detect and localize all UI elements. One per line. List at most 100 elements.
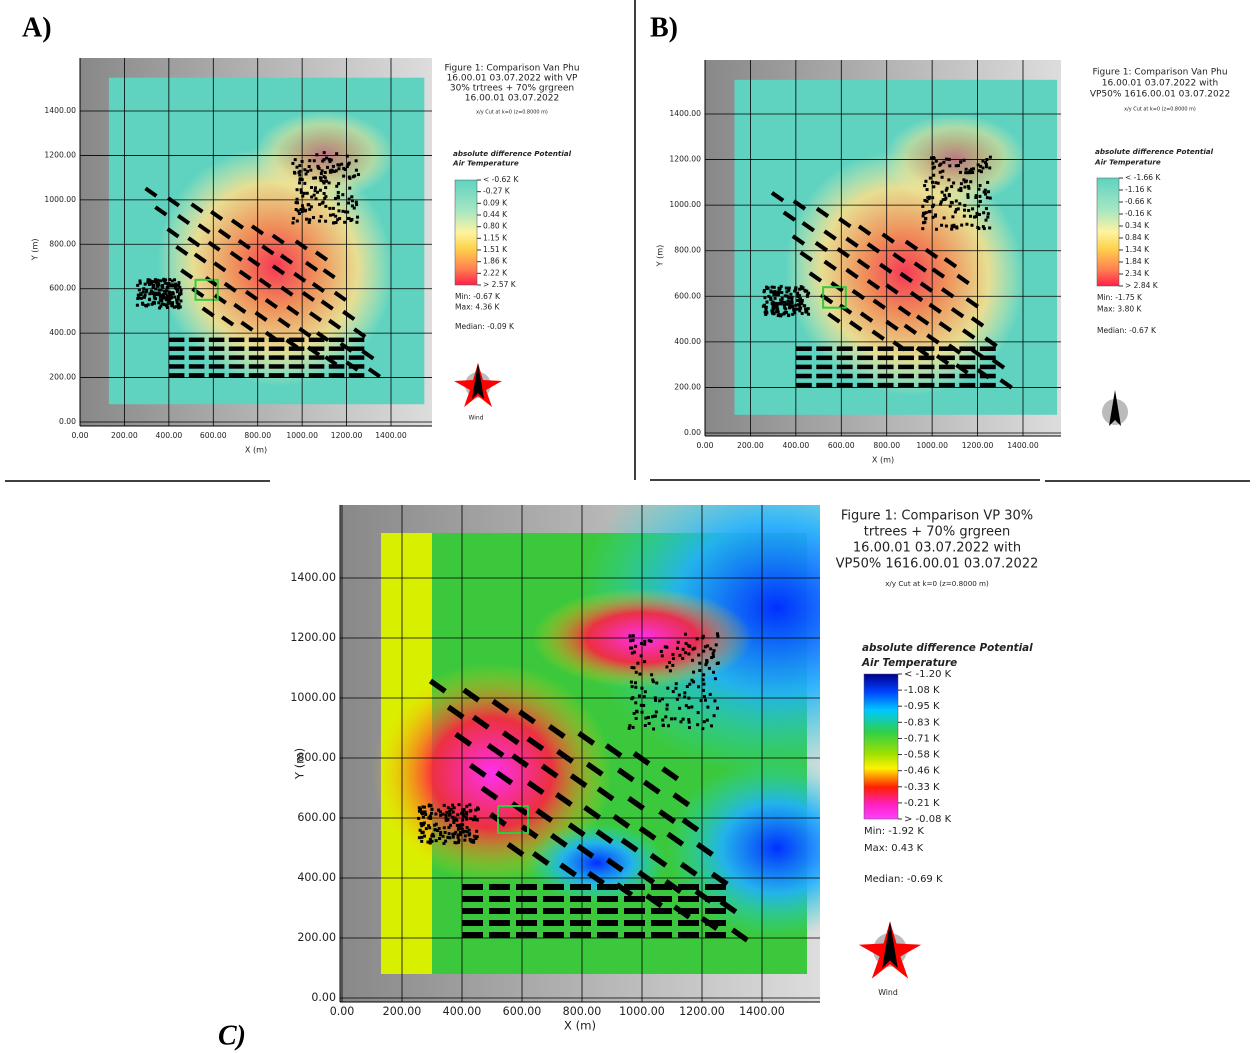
tree-block: [473, 835, 476, 838]
cut-info: x/y Cut at k=0 (z=0.8000 m): [1124, 107, 1196, 113]
tree-block: [630, 646, 633, 649]
legend-label: 0.84 K: [1125, 233, 1150, 242]
tree-block: [139, 279, 142, 282]
tree-block: [162, 278, 165, 281]
tree-block: [687, 718, 690, 721]
tree-block: [925, 211, 928, 214]
building: [329, 364, 345, 368]
legend-label: > 2.84 K: [1125, 281, 1159, 290]
building: [570, 896, 591, 902]
tree-block: [788, 287, 791, 290]
tree-block: [303, 168, 306, 171]
building: [229, 346, 245, 350]
tree-block: [666, 687, 669, 690]
tree-block: [774, 297, 777, 300]
tree-block: [157, 301, 160, 304]
tree-block: [420, 836, 423, 839]
building: [857, 383, 873, 388]
tree-block: [320, 177, 323, 180]
building: [878, 356, 894, 361]
tree-block: [337, 167, 340, 170]
tree-block: [687, 706, 690, 709]
tree-block: [963, 209, 966, 212]
building: [980, 383, 996, 388]
building: [980, 374, 996, 379]
legend-label: 0.09 K: [483, 198, 508, 207]
x-tick-label: 800.00: [873, 441, 900, 450]
tree-block: [434, 812, 437, 815]
building: [837, 346, 853, 351]
tree-block: [677, 641, 680, 644]
building: [516, 920, 537, 926]
tree-block: [296, 198, 299, 201]
tree-block: [989, 197, 992, 200]
building: [249, 364, 265, 368]
tree-block: [428, 804, 431, 807]
building: [169, 355, 185, 359]
tree-block: [928, 197, 931, 200]
building: [597, 896, 618, 902]
legend-label: -0.71 K: [904, 733, 940, 744]
building: [169, 346, 185, 350]
building: [878, 383, 894, 388]
tree-block: [683, 691, 686, 694]
tree-block: [422, 823, 425, 826]
tree-block: [633, 651, 636, 654]
building: [249, 373, 265, 377]
tree-block: [632, 726, 635, 729]
building: [939, 383, 955, 388]
tree-block: [444, 840, 447, 843]
tree-block: [780, 313, 783, 316]
tree-block: [783, 306, 786, 309]
tree-block: [771, 302, 774, 305]
building: [309, 355, 325, 359]
legend-label: -0.27 K: [483, 187, 511, 196]
tree-block: [176, 300, 179, 303]
tree-block: [636, 662, 639, 665]
tree-block: [468, 834, 471, 837]
tree-block: [318, 203, 321, 206]
building: [169, 364, 185, 368]
legend-title: Air Temperature: [452, 159, 519, 168]
building: [309, 338, 325, 342]
tree-block: [418, 836, 421, 839]
tree-block: [688, 721, 691, 724]
tree-block: [313, 194, 316, 197]
y-tick-label: 1000.00: [290, 691, 336, 704]
tree-block: [955, 164, 958, 167]
tree-block: [306, 192, 309, 195]
tree-block: [314, 176, 317, 179]
tree-block: [165, 289, 168, 292]
tree-block: [438, 827, 441, 830]
tree-block: [942, 161, 945, 164]
x-tick-label: 600.00: [200, 431, 227, 440]
tree-block: [445, 814, 448, 817]
tree-block: [451, 804, 454, 807]
tree-block: [929, 177, 932, 180]
legend-label: 0.34 K: [1125, 221, 1150, 230]
y-tick-label: 1400.00: [44, 106, 76, 115]
tree-block: [427, 824, 430, 827]
tree-block: [765, 311, 768, 314]
legend-label: 1.51 K: [483, 245, 508, 254]
tree-block: [332, 165, 335, 168]
tree-block: [454, 841, 457, 844]
building: [837, 356, 853, 361]
tree-block: [985, 219, 988, 222]
cut-info: x/y Cut at k=0 (z=0.8000 m): [476, 110, 548, 116]
tree-block: [682, 648, 685, 651]
tree-block: [298, 212, 301, 215]
building: [796, 374, 812, 379]
tree-block: [145, 290, 148, 293]
tree-block: [926, 188, 929, 191]
building: [651, 884, 672, 890]
tree-block: [445, 817, 448, 820]
building: [939, 374, 955, 379]
tree-block: [682, 718, 685, 721]
tree-block: [952, 181, 955, 184]
building: [570, 908, 591, 914]
tree-block: [323, 192, 326, 195]
building: [269, 373, 285, 377]
legend-label: -0.46 K: [904, 766, 940, 777]
tree-block: [320, 215, 323, 218]
